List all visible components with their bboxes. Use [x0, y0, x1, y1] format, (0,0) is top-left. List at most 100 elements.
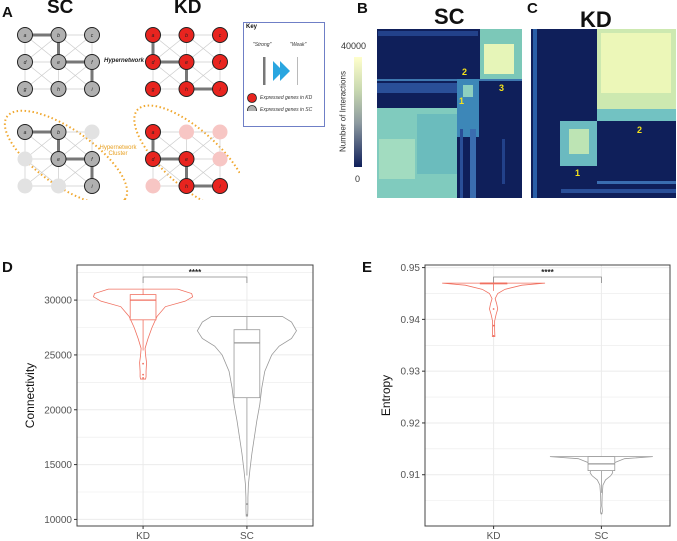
kd-cluster-node-label: d — [152, 157, 155, 163]
kd-cluster-node — [212, 124, 228, 140]
heatmap-kd-cluster-label: 1 — [575, 168, 580, 178]
sc-legend-label: Expressed genes in SC — [260, 107, 313, 113]
kd-hypernetwork-node-label: c — [219, 33, 222, 39]
y-tick-label: 30000 — [44, 296, 72, 307]
heatmap-cell-block — [533, 29, 537, 198]
outlier-point — [142, 373, 144, 376]
sc-cluster-node-label: f — [91, 157, 93, 163]
colorbar-title: Number of Interactions — [338, 71, 348, 152]
outlier-point — [246, 514, 248, 516]
kd-cluster-node-label: a — [152, 130, 155, 136]
sc-cluster-node — [17, 178, 33, 194]
entropy-violin-plot: 0.91 0.92 0.93 0.94 0.95 KD SC Entropy **** — [379, 263, 671, 541]
key-strong-label: "Strong" — [253, 42, 272, 48]
kd-hypernetwork-node — [178, 54, 195, 70]
hypernetwork-diagrams: a b c d e f g h i a b c d e f g h i a b e f i a d e h i — [3, 27, 240, 200]
panel-label-e: E — [362, 259, 373, 276]
sc-hypernetwork-node-label: e — [57, 60, 60, 66]
kd-cluster-node — [212, 151, 228, 167]
colorbar — [354, 57, 362, 167]
kd-hypernetwork-node — [212, 54, 228, 70]
sc-cluster-node — [51, 178, 66, 194]
significance-label: **** — [541, 268, 554, 277]
heatmap-cell-block — [378, 31, 478, 36]
kd-hypernetwork-node-label: d — [152, 60, 155, 66]
kd-hypernetwork-node — [145, 54, 161, 70]
y-axis-label: Entropy — [379, 375, 393, 416]
cluster-label-line1: Hypernetwork — [99, 145, 137, 151]
key-weak-label: "Weak" — [290, 42, 307, 48]
heatmap-cell-block — [417, 114, 457, 174]
plot-border — [424, 264, 671, 527]
kd-cluster-node — [179, 124, 194, 140]
key-box: Key "Strong" "Weak" Expressed genes in K… — [243, 22, 325, 127]
kd-hypernetwork-node-label: h — [185, 87, 188, 93]
heatmap-cell-block — [601, 33, 671, 93]
kd-cluster-node — [212, 178, 228, 194]
kd-cluster-ellipse — [133, 104, 240, 200]
y-tick-label: 10000 — [44, 515, 72, 526]
kd-hypernetwork-node-label: i — [219, 87, 221, 93]
kd-hypernetwork-node-label: a — [152, 33, 155, 39]
sc-hypernetwork-node-label: c — [91, 33, 94, 39]
heatmap-sc-cluster-label: 2 — [462, 67, 467, 77]
outlier-point — [600, 512, 603, 515]
x-tick-label: SC — [240, 531, 254, 541]
double-arrow-right-icon — [273, 61, 290, 81]
panel-label-a: A — [2, 4, 13, 21]
sc-cluster-node — [50, 124, 67, 140]
sc-hypernetwork-node — [84, 54, 100, 70]
panel-label-c: C — [527, 0, 538, 17]
panel-label-d: D — [2, 259, 13, 276]
box-sc — [233, 329, 261, 399]
y-tick-label: 20000 — [44, 405, 72, 416]
heatmap-cell-block — [463, 85, 473, 97]
y-tick-label: 0.93 — [401, 367, 421, 378]
kd-hypernetwork-node — [212, 81, 228, 97]
y-tick-label: 25000 — [44, 350, 72, 361]
sc-cluster-node-label: b — [57, 130, 60, 136]
outlier-point — [142, 362, 144, 365]
y-tick-label: 0.92 — [401, 418, 421, 429]
significance-bracket — [142, 276, 248, 283]
kd-hypernetwork-node — [145, 81, 161, 97]
x-tick-label: KD — [136, 531, 150, 541]
kd-cluster-node — [145, 178, 161, 194]
heatmap-cell-block — [377, 79, 522, 81]
sc-hypernetwork-node — [17, 81, 33, 97]
kd-hypernetwork-node — [212, 27, 228, 43]
x-tick-label: SC — [594, 531, 608, 541]
heatmap-cell-block — [460, 129, 463, 198]
significance-label: **** — [189, 268, 202, 277]
hypernetwork-label: Hypernetwork — [104, 58, 145, 64]
heatmap-cell-block — [597, 181, 676, 184]
y-axis-label: Connectivity — [23, 363, 37, 428]
kd-graph-title: KD — [174, 0, 202, 18]
colorbar-max-label: 40000 — [341, 41, 367, 51]
kd-hypernetwork-node-label: g — [152, 87, 155, 93]
sc-cluster-node-label: i — [91, 184, 93, 190]
heatmap-sc-title: SC — [434, 4, 465, 29]
sc-hypernetwork-node — [17, 54, 33, 70]
sc-cluster-node — [50, 151, 67, 167]
sc-hypernetwork-node-label: d — [24, 60, 27, 66]
heatmap-kd-title: KD — [580, 7, 612, 32]
sc-cluster-node-label: a — [24, 130, 27, 136]
heatmap-cell-block — [561, 189, 676, 193]
sc-hypernetwork-node — [84, 81, 100, 97]
kd-legend-label: Expressed genes in KD — [260, 95, 313, 101]
key-graphics — [247, 57, 298, 111]
sc-hypernetwork-node-label: f — [91, 60, 93, 66]
sc-cluster-ellipse — [3, 109, 129, 200]
connectivity-violin-plot: 10000 15000 20000 25000 30000 KD SC Connectivit… — [23, 264, 314, 541]
sc-cluster-node — [84, 178, 100, 194]
kd-hypernetwork-node — [145, 27, 161, 43]
heatmap-cell-block — [379, 139, 415, 179]
outlier-point — [142, 377, 144, 379]
kd-cluster-node-label: h — [185, 184, 188, 190]
y-tick-label: 15000 — [44, 460, 72, 471]
kd-cluster-node — [178, 151, 195, 167]
hypernetwork-cluster-label: Hypernetwork Cluster — [98, 145, 138, 157]
outlier-point — [492, 324, 495, 327]
kd-hypernetwork-node — [178, 27, 195, 43]
